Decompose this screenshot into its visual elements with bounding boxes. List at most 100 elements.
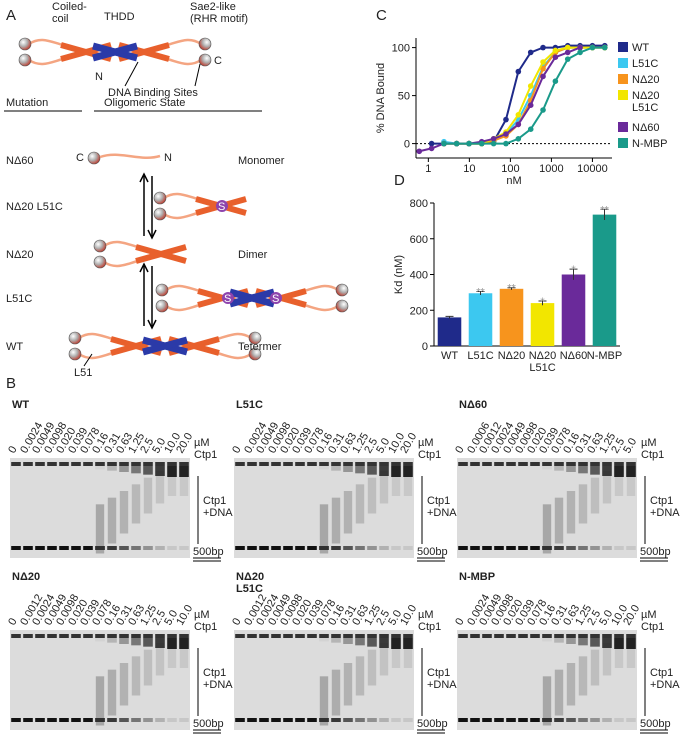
well-band [343, 634, 353, 638]
data-point [466, 140, 472, 147]
complex-band [554, 638, 564, 643]
complex-band [143, 638, 153, 647]
free-dna-band [470, 546, 480, 550]
legend-swatch [618, 74, 628, 84]
free-dna-band [343, 546, 353, 550]
y-tick-label: 200 [410, 305, 428, 317]
free-dna-band [518, 546, 528, 550]
complex-smear [379, 643, 389, 676]
complex-smear [319, 504, 329, 554]
well-band [367, 634, 377, 638]
complex-smear [131, 484, 141, 524]
free-dna-band [119, 718, 129, 722]
free-dna-band [95, 718, 105, 722]
free-dna-band [590, 718, 600, 722]
tspan-shape: +DNA [427, 679, 457, 691]
error-bar [569, 268, 578, 280]
marker-label: 500bp [640, 718, 671, 730]
disulfide-label: S [224, 293, 231, 305]
well-band [107, 634, 117, 638]
well-band [35, 462, 45, 466]
free-dna-band [35, 546, 45, 550]
complex-band [143, 466, 153, 475]
lane-label: 0 [453, 444, 466, 455]
marker-label: 500bp [193, 546, 224, 558]
well-band [119, 462, 129, 466]
complex-band [379, 638, 389, 648]
complex-smear [626, 466, 636, 496]
free-dna-band [355, 718, 365, 722]
pointer [194, 63, 201, 87]
lane-label: 0 [230, 444, 243, 455]
disulfide-label: S [218, 201, 225, 213]
free-dna-band [59, 546, 69, 550]
x-tick-label: 10000 [577, 163, 608, 175]
complex-smear [403, 466, 413, 496]
complex-band [331, 466, 341, 471]
complex-smear [131, 656, 141, 696]
well-band [11, 634, 21, 638]
complex-band [167, 638, 177, 649]
complex-smear [403, 638, 413, 668]
tspan-shape: Ctp1 [203, 495, 226, 507]
y-axis-label: Kd (nM) [393, 255, 405, 294]
tspan-shape: Coiled- [52, 1, 87, 13]
complex-smear [107, 497, 117, 544]
free-dna-band [295, 718, 305, 722]
panel-label: B [6, 375, 16, 392]
free-dna-band [107, 718, 117, 722]
well-band [71, 462, 81, 466]
well-band [494, 634, 504, 638]
path-shape [147, 229, 157, 240]
complex-band [403, 638, 413, 649]
significance: * [540, 296, 545, 308]
well-band [602, 634, 612, 638]
free-dna-band [578, 546, 588, 550]
free-dna-band [602, 546, 612, 550]
complex-smear [355, 656, 365, 696]
mutation: NΔ20 L51C [6, 201, 63, 213]
path-shape [139, 262, 149, 273]
well-band [482, 634, 492, 638]
protein-label: Ctp1 [641, 449, 664, 461]
complex-label: Ctp1 +DNA [650, 495, 680, 519]
complex-band [626, 466, 636, 477]
data-point [441, 140, 447, 147]
data-point [540, 65, 546, 72]
tspan-shape: L51C [632, 102, 658, 114]
y-tick-label: 800 [410, 198, 428, 210]
unit-label: µM [194, 437, 210, 449]
data-point [490, 140, 497, 147]
data-point [428, 140, 435, 147]
well-band [554, 634, 564, 638]
data-point [503, 131, 509, 137]
free-dna-band [131, 718, 141, 722]
free-dna-band [602, 718, 612, 722]
dimer-diagram [94, 240, 186, 268]
x-tick-label: NΔ20 L51C [529, 350, 557, 374]
complex-band [554, 466, 564, 471]
complex-smear [343, 491, 353, 534]
unit-label: µM [418, 437, 434, 449]
free-dna-band [155, 718, 165, 722]
protein-label: Ctp1 [418, 449, 441, 461]
well-band [107, 462, 117, 466]
free-dna-band [355, 546, 365, 550]
free-dna-band [11, 546, 21, 550]
data-point [540, 44, 546, 51]
tspan-shape: +DNA [203, 679, 233, 691]
complex-band [403, 466, 413, 477]
complex-smear [143, 477, 153, 514]
complex-band [179, 638, 189, 649]
protein-label: Ctp1 [641, 621, 664, 633]
y-tick-label: 0 [404, 139, 410, 151]
tspan-shape: +DNA [650, 507, 680, 519]
error-bar [538, 300, 547, 306]
free-dna-band [566, 546, 576, 550]
well-band [295, 462, 305, 466]
complex-label: Ctp1 +DNA [427, 495, 457, 519]
well-band [391, 634, 401, 638]
free-dna-band [542, 546, 552, 550]
well-band [259, 634, 269, 638]
well-band [590, 462, 600, 466]
